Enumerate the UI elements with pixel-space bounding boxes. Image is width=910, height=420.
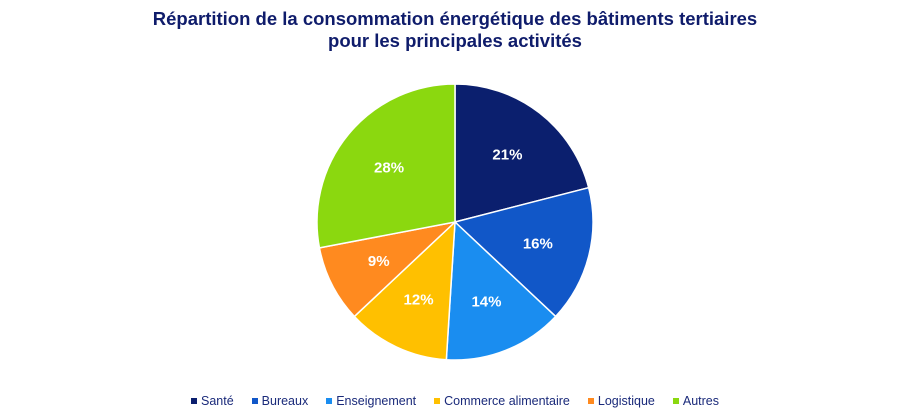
pie-slice-1 [453, 186, 594, 318]
data-label: 9% [368, 253, 390, 270]
legend-swatch [587, 398, 594, 404]
data-label: 21% [492, 146, 522, 163]
data-label: 16% [523, 235, 553, 252]
legend-swatch [251, 398, 258, 404]
legend-swatch [326, 398, 333, 404]
data-label: 28% [374, 159, 404, 176]
legend-label: Logistique [597, 394, 655, 408]
legend-item: Bureaux [251, 394, 309, 408]
legend-swatch [434, 398, 441, 404]
chart-title-line-2: pour les principales activités [328, 30, 582, 51]
pie-slice-0 [454, 83, 590, 223]
legend-label: Santé [200, 394, 234, 408]
legend-item: Autres [672, 394, 720, 408]
legend-item: Santé [190, 394, 234, 408]
legend-swatch [672, 398, 679, 404]
pie-slice-3 [353, 220, 456, 361]
data-label: 12% [404, 291, 434, 308]
legend-label: Autres [682, 394, 720, 408]
legend-item: Commerce alimentaire [434, 394, 570, 408]
data-label: 14% [471, 294, 501, 311]
legend-swatch [190, 398, 197, 404]
legend-label: Bureaux [261, 394, 309, 408]
pie-slice-5 [316, 83, 456, 249]
pie-slice-2 [445, 220, 557, 361]
legend-item: Logistique [587, 394, 655, 408]
legend-label: Enseignement [336, 394, 417, 408]
chart-title: Répartition de la consommation énergétiq… [0, 8, 910, 52]
legend: Santé Bureaux Enseignement Commerce aliment… [0, 394, 910, 408]
chart-title-line-1: Répartition de la consommation énergétiq… [152, 8, 758, 29]
legend-item: Enseignement [326, 394, 416, 408]
legend-label: Commerce alimentaire [444, 394, 570, 408]
